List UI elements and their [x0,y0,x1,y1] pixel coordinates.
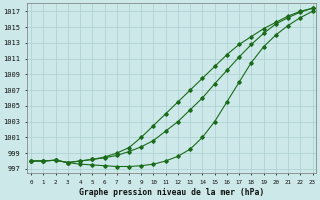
X-axis label: Graphe pression niveau de la mer (hPa): Graphe pression niveau de la mer (hPa) [79,188,264,197]
